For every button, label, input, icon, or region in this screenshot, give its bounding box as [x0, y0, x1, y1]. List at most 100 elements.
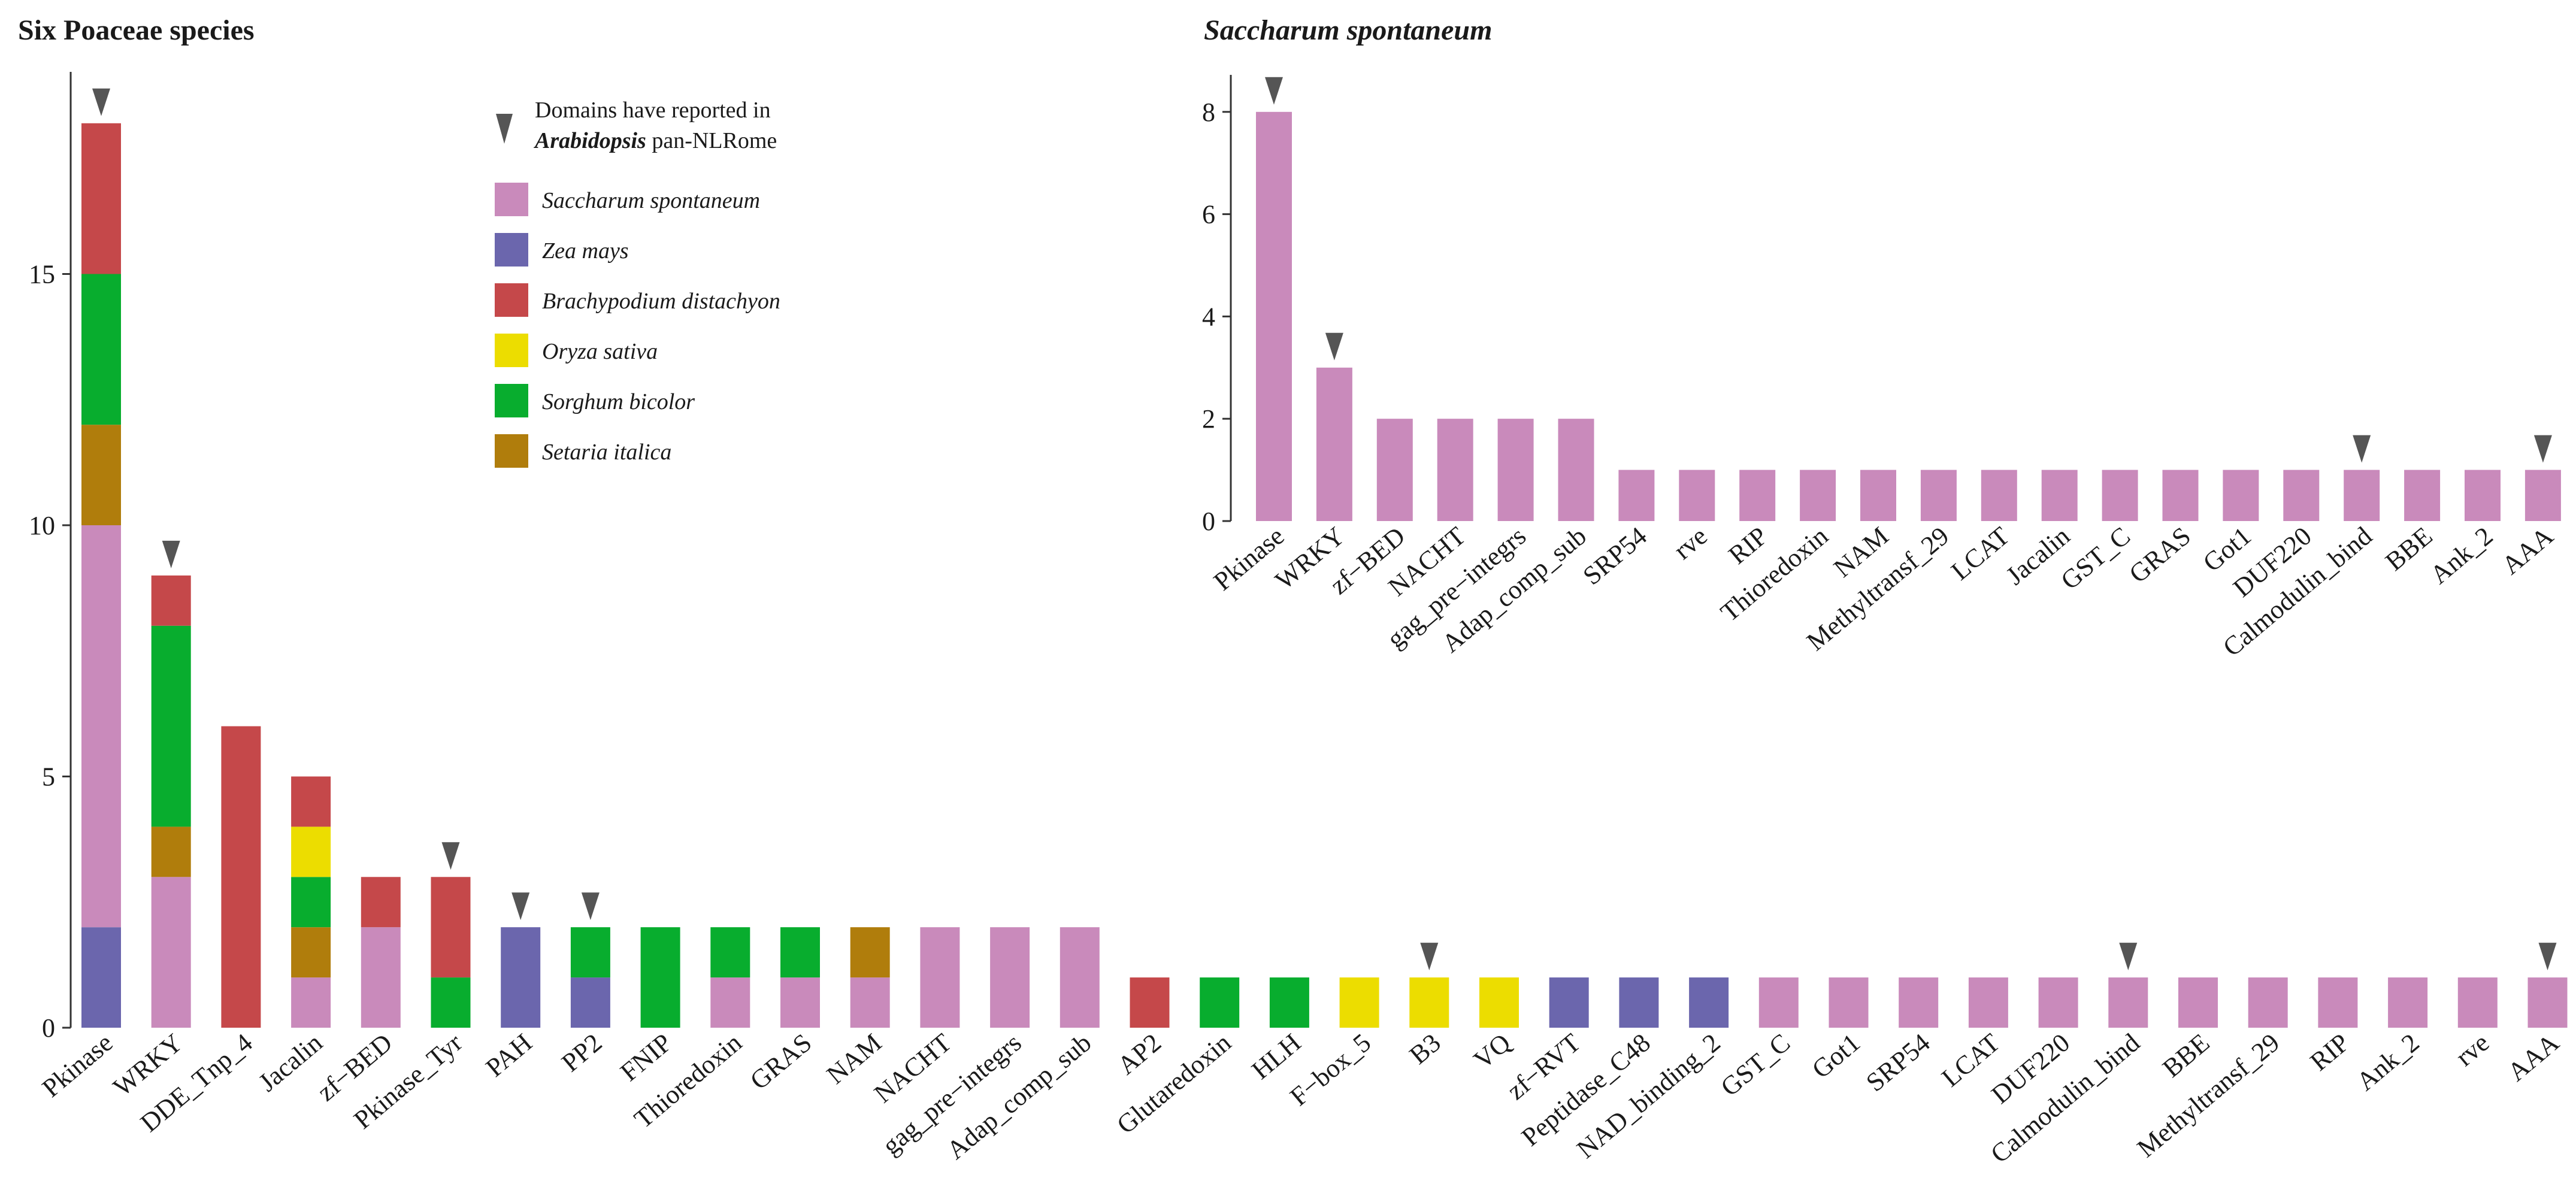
main-arabidopsis-marker-icon: [581, 892, 600, 921]
inset-x-tick-pkinase: Pkinase: [1208, 521, 1289, 597]
main-x-tick-rve: rve: [2450, 1028, 2495, 1072]
legend-label-brachypodium-distachyon: Brachypodium distachyon: [542, 289, 780, 314]
inset-y-tick-label: 0: [1202, 507, 1215, 536]
inset-y-tick-label: 4: [1202, 302, 1215, 331]
main-x-tick-srp54: SRP54: [1860, 1028, 1935, 1097]
main-bar-wrky-setaria-italica: [151, 826, 191, 877]
inset-x-tick-rve: rve: [1668, 521, 1713, 565]
inset-bar-zf-bed: [1376, 419, 1413, 521]
inset-bar-rve: [1679, 470, 1715, 521]
main-x-tick-bbe: BBE: [2157, 1028, 2215, 1083]
main-bar-got1-saccharum-spontaneum: [1829, 977, 1869, 1028]
main-x-tick-gras: GRAS: [744, 1028, 817, 1095]
inset-bar-gag-pre-integrs: [1497, 419, 1534, 521]
main-x-tick-pah: PAH: [480, 1028, 538, 1083]
inset-bar-lcat: [1981, 470, 2017, 521]
main-bar-gag-pre-integrs-saccharum-spontaneum: [990, 927, 1030, 1028]
legend-items: Saccharum spontaneum Zea mays Brachypodium…: [495, 183, 780, 468]
main-bar-gst-c-saccharum-spontaneum: [1758, 977, 1799, 1028]
main-bar-jacalin-oryza-sativa: [291, 826, 331, 877]
inset-bar-gras: [2162, 470, 2199, 521]
inset-bar-srp54: [1618, 470, 1655, 521]
main-bar-pah-zea-mays: [501, 927, 541, 1028]
main-arabidopsis-marker-icon: [511, 892, 530, 921]
legend: Domains have reported in Arabidopsis pan…: [495, 98, 780, 468]
main-bar-bbe-saccharum-spontaneum: [2178, 977, 2218, 1028]
main-bar-pkinase-setaria-italica: [81, 425, 121, 525]
legend-note-line1: Domains have reported in: [535, 98, 771, 123]
legend-label-saccharum-spontaneum: Saccharum spontaneum: [542, 188, 760, 213]
legend-note-bold: Arabidopsis: [534, 128, 646, 153]
inset-arabidopsis-marker-icon: [2353, 435, 2371, 463]
main-x-tick-ap2: AP2: [1112, 1028, 1166, 1080]
main-bar-jacalin-sorghum-bicolor: [291, 877, 331, 928]
main-bar-jacalin-saccharum-spontaneum: [291, 977, 331, 1028]
main-bar-wrky-brachypodium-distachyon: [151, 575, 191, 626]
main-bar-f-box-5-oryza-sativa: [1339, 977, 1379, 1028]
main-arabidopsis-marker-icon: [2119, 943, 2138, 971]
main-arabidopsis-marker-icon: [2538, 943, 2557, 971]
main-y-tick-label: 5: [42, 762, 55, 792]
main-arabidopsis-marker-icon: [162, 540, 180, 568]
inset-x-tick-ank-2: Ank_2: [2424, 521, 2498, 590]
inset-bar-aaa: [2524, 470, 2561, 521]
main-x-tick-b3: B3: [1404, 1028, 1446, 1070]
inset-bar-calmodulin-bind: [2344, 470, 2380, 521]
main-bar-pkinase-tyr-brachypodium-distachyon: [431, 877, 471, 978]
main-bar-vq-oryza-sativa: [1479, 977, 1519, 1028]
inset-arabidopsis-marker-icon: [1265, 77, 1283, 105]
inset-bar-wrky: [1316, 367, 1352, 521]
legend-swatch-oryza-sativa: [495, 334, 528, 367]
main-bar-calmodulin-bind-saccharum-spontaneum: [2108, 977, 2148, 1028]
main-x-tick-aaa: AAA: [2502, 1028, 2565, 1087]
inset-chart: 02468PkinaseWRKYzf−BEDNACHTgag_pre−integ…: [1202, 75, 2561, 662]
inset-x-tick-srp54: SRP54: [1578, 521, 1652, 591]
main-bar-nam-saccharum-spontaneum: [850, 977, 890, 1028]
main-bar-fnip-sorghum-bicolor: [640, 927, 680, 1028]
inset-bar-nam: [1860, 470, 1896, 521]
main-chart-title: Six Poaceae species: [18, 14, 255, 46]
main-x-tick-got1: Got1: [1806, 1028, 1866, 1084]
inset-bar-jacalin: [2041, 470, 2078, 521]
inset-bar-methyltransf-29: [1920, 470, 1957, 521]
inset-bar-bbe: [2404, 470, 2441, 521]
inset-x-tick-gst-c: GST_C: [2056, 521, 2136, 595]
inset-x-tick-gras: GRAS: [2124, 521, 2196, 589]
main-x-tick-gst-c: GST_C: [1715, 1028, 1796, 1102]
main-bar-thioredoxin-sorghum-bicolor: [710, 927, 750, 978]
main-bar-duf220-saccharum-spontaneum: [2038, 977, 2078, 1028]
main-bar-srp54-saccharum-spontaneum: [1899, 977, 1939, 1028]
legend-swatch-zea-mays: [495, 233, 528, 267]
main-bar-peptidase-c48-zea-mays: [1619, 977, 1659, 1028]
main-bar-rip-saccharum-spontaneum: [2318, 977, 2358, 1028]
legend-note-line2: Arabidopsis pan-NLRome: [534, 128, 777, 153]
main-bar-wrky-saccharum-spontaneum: [151, 877, 191, 1028]
main-bar-nad-binding-2-zea-mays: [1689, 977, 1729, 1028]
main-bar-pkinase-brachypodium-distachyon: [81, 123, 121, 274]
main-x-tick-pp2: PP2: [556, 1028, 607, 1077]
inset-arabidopsis-marker-icon: [1325, 332, 1343, 361]
legend-label-sorghum-bicolor: Sorghum bicolor: [542, 389, 695, 414]
inset-bar-pkinase: [1256, 111, 1292, 522]
arabidopsis-marker-legend-icon: [496, 114, 513, 144]
main-bar-jacalin-brachypodium-distachyon: [291, 776, 331, 827]
main-bar-wrky-sorghum-bicolor: [151, 625, 191, 827]
inset-y-tick-label: 8: [1202, 98, 1215, 127]
main-bar-rve-saccharum-spontaneum: [2457, 977, 2498, 1028]
main-bar-zf-bed-brachypodium-distachyon: [361, 877, 401, 928]
main-bar-hlh-sorghum-bicolor: [1269, 977, 1309, 1028]
inset-bar-thioredoxin: [1800, 470, 1836, 521]
inset-bar-duf220: [2283, 470, 2320, 521]
main-y-tick-label: 0: [42, 1013, 55, 1043]
inset-y-tick-label: 6: [1202, 200, 1215, 229]
main-bar-nam-setaria-italica: [850, 927, 890, 978]
inset-bar-adap-comp-sub: [1558, 419, 1594, 521]
main-bar-gras-sorghum-bicolor: [780, 927, 820, 978]
legend-swatch-sorghum-bicolor: [495, 384, 528, 417]
main-bar-pp2-sorghum-bicolor: [570, 927, 610, 978]
legend-label-setaria-italica: Setaria italica: [542, 440, 671, 465]
inset-chart-title: Saccharum spontaneum: [1204, 14, 1492, 46]
main-x-tick-f-box-5: F−box_5: [1285, 1028, 1377, 1112]
main-bar-jacalin-setaria-italica: [291, 927, 331, 978]
